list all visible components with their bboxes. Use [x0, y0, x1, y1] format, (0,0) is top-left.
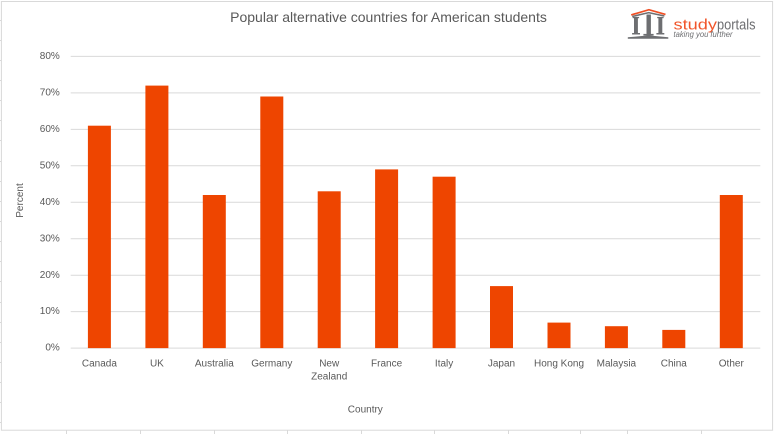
svg-text:taking you further: taking you further: [674, 30, 733, 39]
svg-text:50%: 50%: [40, 160, 60, 171]
svg-text:Malaysia: Malaysia: [597, 358, 637, 369]
svg-text:Japan: Japan: [488, 358, 515, 369]
svg-text:France: France: [371, 358, 403, 369]
svg-text:studyportals: studyportals: [674, 17, 756, 34]
svg-text:20%: 20%: [40, 270, 60, 281]
svg-text:40%: 40%: [40, 197, 60, 208]
svg-text:UK: UK: [150, 358, 164, 369]
svg-text:0%: 0%: [45, 343, 60, 354]
svg-text:Zealand: Zealand: [311, 372, 347, 383]
svg-text:10%: 10%: [40, 306, 60, 317]
svg-text:70%: 70%: [40, 88, 60, 99]
svg-text:China: China: [661, 358, 688, 369]
svg-text:Australia: Australia: [195, 358, 234, 369]
svg-text:Hong Kong: Hong Kong: [534, 358, 584, 369]
svg-text:30%: 30%: [40, 233, 60, 244]
svg-text:Canada: Canada: [82, 358, 117, 369]
svg-text:Germany: Germany: [251, 358, 292, 369]
svg-text:80%: 80%: [40, 51, 60, 62]
svg-text:Popular alternative countries: Popular alternative countries for Americ…: [230, 9, 547, 25]
svg-text:New: New: [319, 358, 340, 369]
svg-text:Italy: Italy: [435, 358, 453, 369]
svg-text:Other: Other: [719, 358, 745, 369]
svg-text:Country: Country: [348, 404, 383, 415]
svg-text:Percent: Percent: [15, 183, 26, 218]
svg-text:60%: 60%: [40, 124, 60, 135]
